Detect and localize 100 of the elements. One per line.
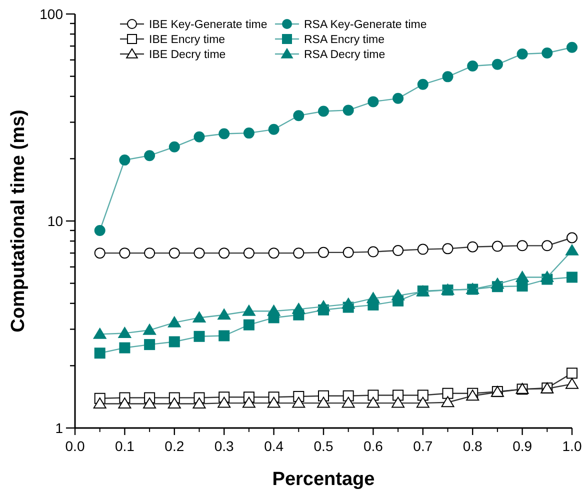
point — [267, 396, 280, 408]
point — [119, 154, 130, 166]
point — [292, 396, 306, 408]
point — [144, 248, 156, 259]
point — [267, 304, 280, 316]
point — [292, 302, 306, 314]
point — [94, 348, 106, 359]
point — [441, 396, 454, 408]
point — [442, 71, 454, 82]
y-tick-label: 100 — [40, 6, 64, 22]
point — [168, 141, 180, 152]
point — [442, 388, 454, 399]
x-tick-label: 0.1 — [114, 438, 135, 454]
point — [542, 48, 553, 59]
point — [218, 396, 231, 408]
point — [542, 240, 553, 252]
point — [342, 104, 354, 116]
point — [168, 316, 181, 328]
point — [268, 248, 280, 259]
point — [168, 336, 180, 348]
point — [442, 243, 454, 254]
point — [318, 106, 329, 117]
x-tick-label: 0.9 — [512, 438, 532, 454]
point — [516, 270, 529, 282]
point — [94, 224, 106, 236]
point — [516, 240, 528, 252]
x-tick-label: 0.4 — [264, 438, 284, 454]
point — [194, 330, 205, 342]
point — [490, 278, 504, 289]
point — [194, 131, 205, 142]
point — [392, 289, 405, 300]
point — [243, 128, 254, 139]
point — [566, 232, 578, 244]
point — [392, 245, 404, 256]
legend-label: IBE Encry time — [149, 34, 226, 46]
point — [293, 248, 304, 259]
point — [243, 248, 254, 259]
point — [492, 58, 503, 70]
point — [118, 397, 132, 408]
point — [192, 397, 206, 408]
point — [93, 328, 106, 339]
point — [218, 248, 230, 259]
point — [93, 397, 106, 408]
legend-label: RSA Key-Generate time — [304, 19, 427, 32]
legend-label: IBE Decry time — [149, 49, 226, 62]
point — [342, 246, 354, 258]
point — [242, 304, 256, 316]
point — [318, 246, 329, 258]
point — [467, 241, 478, 252]
y-tick-label: 10 — [47, 212, 64, 229]
x-tick-label: 0.6 — [363, 438, 384, 454]
point — [293, 110, 304, 122]
point — [417, 78, 428, 90]
legend-label: RSA Encry time — [304, 34, 385, 46]
point — [392, 390, 404, 401]
point — [192, 311, 206, 322]
y-tick-label: 1 — [55, 420, 64, 436]
point — [143, 397, 156, 408]
point — [144, 339, 156, 350]
point — [368, 96, 379, 108]
point — [168, 248, 180, 259]
point — [467, 60, 478, 72]
point — [317, 300, 330, 312]
point — [119, 342, 130, 354]
point — [268, 124, 280, 135]
point — [118, 326, 132, 338]
point — [342, 298, 355, 309]
x-tick-label: 0.5 — [314, 438, 334, 454]
x-tick-label: 0.2 — [164, 438, 184, 454]
point — [492, 240, 503, 252]
point — [218, 128, 230, 140]
x-tick-label: 0.8 — [462, 438, 483, 454]
point — [416, 396, 430, 408]
point — [168, 397, 181, 408]
point — [368, 390, 379, 401]
point — [243, 319, 254, 330]
point — [218, 330, 230, 342]
point — [242, 396, 256, 408]
point — [144, 150, 156, 162]
legend-label: IBE Key-Generate time — [149, 19, 268, 32]
x-tick-label: 0.0 — [65, 438, 85, 454]
point — [417, 244, 428, 255]
x-tick-label: 0.3 — [214, 438, 234, 454]
point — [368, 246, 379, 258]
point — [366, 396, 380, 408]
point — [342, 396, 355, 408]
x-axis-title: Percentage — [272, 469, 375, 490]
point — [194, 248, 205, 259]
point — [317, 396, 330, 408]
point — [392, 92, 404, 104]
point — [566, 272, 578, 283]
point — [119, 248, 130, 259]
x-tick-label: 0.7 — [413, 438, 433, 454]
point — [366, 292, 380, 304]
point — [516, 48, 528, 60]
x-tick-label: 1.0 — [562, 438, 582, 454]
y-axis-title: Computational time (ms) — [8, 110, 29, 332]
point — [566, 244, 578, 256]
point — [143, 324, 156, 335]
point — [566, 378, 578, 389]
